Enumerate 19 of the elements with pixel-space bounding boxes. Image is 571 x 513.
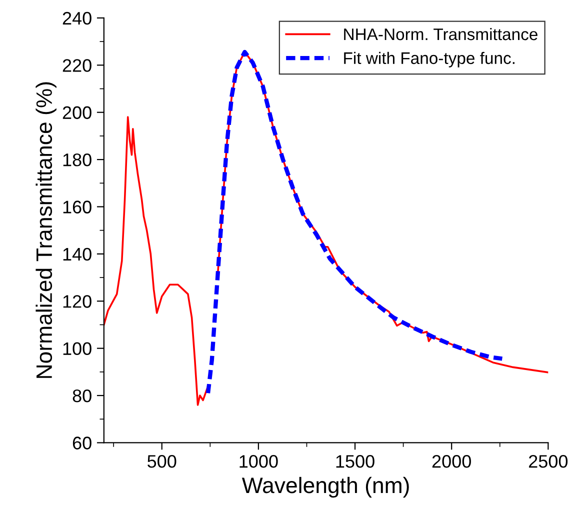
y-tick-label: 200 (62, 106, 92, 120)
legend-label: NHA-Norm. Transmittance (344, 28, 538, 40)
y-tick-label: 60 (72, 436, 92, 450)
x-tick-label: 2500 (528, 455, 568, 468)
y-tick-label: 240 (62, 12, 92, 25)
x-tick-label: 1000 (240, 455, 278, 468)
y-tick-label: 80 (72, 389, 92, 402)
x-axis-title: Wavelength (nm) (242, 476, 409, 498)
y-tick-label: 100 (63, 342, 92, 356)
x-tick-label: 500 (148, 455, 176, 468)
y-tick-label: 160 (63, 200, 92, 214)
y-axis-title: Normalized Transmittance (%) (36, 82, 56, 378)
y-tick-label: 120 (63, 295, 92, 308)
x-tick-label: 1500 (336, 455, 374, 468)
legend-label: Fit with Fano-type func. (344, 52, 514, 68)
y-tick-label: 140 (63, 248, 92, 261)
y-tick-label: 220 (62, 59, 92, 72)
y-tick-label: 180 (63, 153, 92, 166)
x-tick-label: 2000 (432, 455, 471, 468)
